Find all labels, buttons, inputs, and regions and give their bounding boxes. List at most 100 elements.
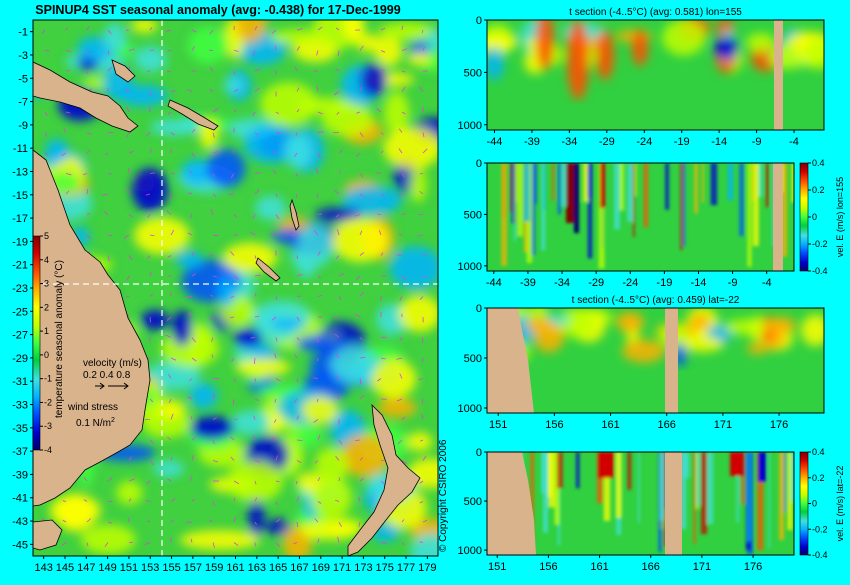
- section-land: [773, 163, 783, 271]
- section-x-tick-label: -4: [762, 277, 772, 289]
- section-x-tick-label: 176: [744, 561, 762, 573]
- anomaly-eddy: [255, 196, 286, 221]
- anomaly-eddy: [270, 29, 327, 44]
- section-title: t section (-4..5°C) (avg: 0.459) lat=-22: [572, 295, 740, 306]
- anomaly-eddy: [271, 318, 306, 331]
- lon-tick-label: 163: [248, 562, 266, 574]
- anomaly-eddy: [248, 496, 264, 538]
- velocity-vector: [234, 150, 235, 153]
- anomaly-eddy: [410, 167, 427, 203]
- lon-tick-label: 153: [141, 562, 159, 574]
- lon-tick-label: 159: [205, 562, 223, 574]
- velocity-vector: [318, 358, 319, 361]
- section-x-tick-label: 171: [714, 419, 732, 431]
- section-streak: [501, 163, 507, 266]
- lat-tick-label: -3: [18, 50, 28, 62]
- lon-tick-label: 145: [56, 562, 74, 574]
- colorbar-tick-label: -4: [44, 445, 52, 455]
- section-streak: [600, 163, 605, 208]
- anomaly-eddy: [370, 359, 416, 398]
- velocity-colorbar-tick-label: 0.2: [812, 473, 825, 483]
- section-streak: [693, 452, 695, 544]
- section-streak: [739, 163, 744, 236]
- section-streak: [588, 163, 592, 259]
- velocity-colorbar-label: vel. E (m/s) lat=-22: [835, 466, 845, 542]
- section-x-tick-label: -24: [636, 136, 652, 148]
- lat-tick-label: -41: [12, 493, 28, 505]
- anomaly-eddy: [383, 127, 441, 169]
- section-blob: [567, 20, 589, 100]
- lat-tick-label: -9: [18, 120, 28, 132]
- section-streak: [558, 163, 561, 215]
- section-panels: t section (-4..5°C) (avg: 0.581) lon=155…: [458, 7, 845, 573]
- lat-tick-label: -37: [12, 446, 28, 458]
- section-streak: [566, 163, 574, 223]
- section-streak: [747, 163, 751, 267]
- lon-tick-label: 161: [226, 562, 244, 574]
- section-streak: [614, 163, 620, 229]
- anomaly-eddy: [407, 432, 432, 452]
- velocity-legend-label: velocity (m/s): [83, 358, 142, 369]
- section-streak: [598, 452, 614, 478]
- main-title: SPINUP4 SST seasonal anomaly (avg: -0.43…: [35, 3, 400, 17]
- velocity-colorbar-tick-label: -0.2: [812, 524, 828, 534]
- colorbar-tick-label: -3: [44, 421, 52, 431]
- section-streak: [524, 163, 530, 221]
- lat-tick-label: -29: [12, 353, 28, 365]
- anomaly-eddy: [180, 530, 260, 550]
- section-x-tick-label: -4: [789, 136, 799, 148]
- anomaly-eddy: [207, 149, 246, 188]
- velocity-colorbar: [800, 452, 808, 555]
- velocity-colorbar-tick-label: 0: [812, 212, 817, 222]
- anomaly-eddy: [296, 335, 347, 352]
- section-streak: [701, 452, 707, 534]
- section-streak: [697, 452, 700, 506]
- anomaly-eddy: [297, 472, 321, 493]
- colorbar-tick-label: 5: [44, 231, 49, 241]
- section-land: [665, 308, 678, 413]
- anomaly-eddy: [175, 251, 203, 268]
- section-x-tick-label: -29: [599, 136, 615, 148]
- anomaly-eddy: [154, 460, 185, 477]
- map-lat-axis: -1-3-5-7-9-11-13-15-17-19-21-23-25-27-29…: [12, 27, 33, 552]
- anomaly-eddy: [56, 494, 94, 532]
- section-blob: [536, 10, 554, 70]
- section-x-tick-label: 161: [590, 561, 608, 573]
- section-x-tick-label: -39: [520, 277, 536, 289]
- section-x-tick-label: 171: [693, 561, 711, 573]
- section-x-tick-label: -9: [728, 277, 738, 289]
- lat-tick-label: -21: [12, 260, 28, 272]
- copyright-notice: © Copyright CSIRO 2006: [438, 439, 449, 552]
- depth-tick-label: 1000: [458, 545, 482, 557]
- anomaly-eddy: [426, 29, 447, 51]
- section-blob: [616, 312, 644, 332]
- velocity-vector: [108, 174, 112, 175]
- lat-tick-label: -39: [12, 469, 28, 481]
- section-blob: [682, 336, 723, 352]
- colorbar-tick-label: 3: [44, 279, 49, 289]
- velocity-vector: [228, 194, 234, 195]
- section-streak: [753, 163, 759, 246]
- lat-tick-label: -31: [12, 376, 28, 388]
- lon-tick-label: 165: [269, 562, 287, 574]
- colorbar-tick-label: -1: [44, 374, 52, 384]
- lon-tick-label: 149: [98, 562, 116, 574]
- lon-tick-label: 175: [376, 562, 394, 574]
- section-blob: [746, 33, 776, 52]
- anomaly-eddy: [360, 63, 387, 96]
- section-blob: [632, 30, 648, 66]
- section-streak: [728, 163, 734, 201]
- lat-tick-label: -45: [12, 539, 28, 551]
- velocity-colorbar-tick-label: 0.4: [812, 447, 825, 457]
- anomaly-eddy: [219, 278, 236, 307]
- velocity-colorbar-tick-label: 0: [812, 499, 817, 509]
- section-panel: 05001000-44-39-34-29-24-19-14-9-40.40.20…: [458, 158, 845, 289]
- anomaly-eddy: [189, 383, 217, 409]
- section-field: [476, 10, 837, 130]
- section-streak: [665, 163, 669, 210]
- section-blob: [725, 319, 769, 335]
- velocity-colorbar-tick-label: -0.2: [812, 239, 828, 249]
- section-streak: [779, 452, 784, 540]
- section-x-tick-label: -34: [561, 136, 577, 148]
